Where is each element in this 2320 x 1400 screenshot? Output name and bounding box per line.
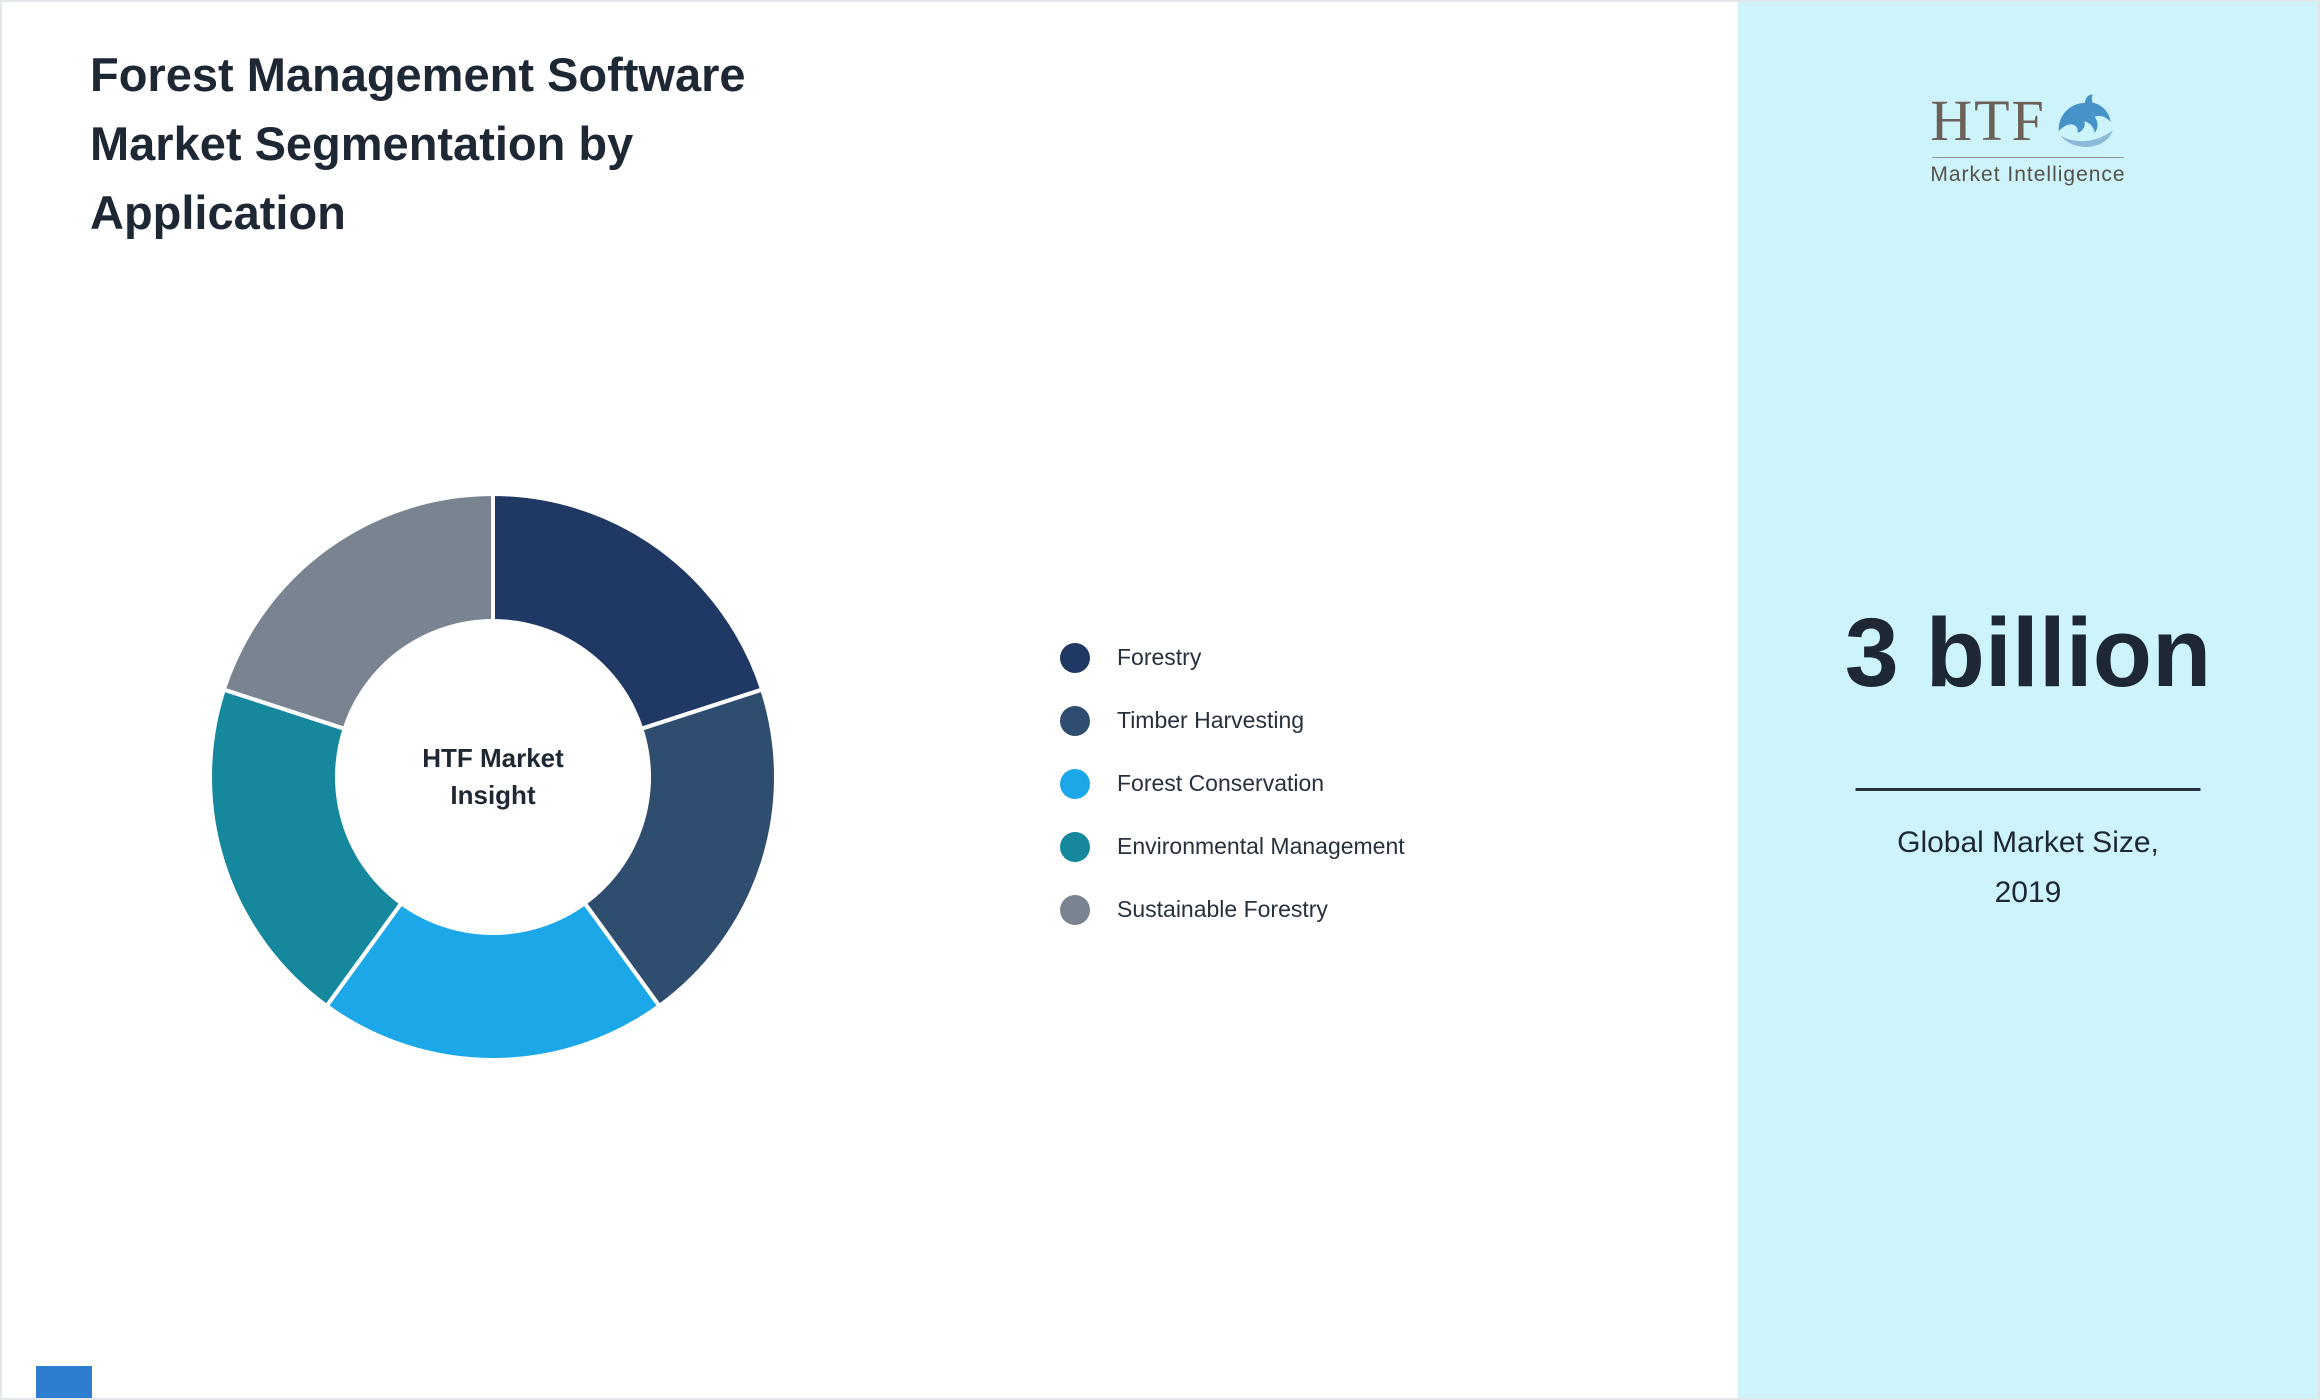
donut-chart: HTF Market Insight bbox=[203, 487, 783, 1067]
legend-label: Timber Harvesting bbox=[1117, 707, 1305, 733]
legend-swatch bbox=[1060, 894, 1090, 925]
legend-label: Sustainable Forestry bbox=[1117, 896, 1328, 922]
legend-item: Forestry bbox=[1060, 626, 1405, 689]
legend-label: Forestry bbox=[1117, 644, 1202, 670]
legend-item: Timber Harvesting bbox=[1060, 689, 1405, 752]
donut-segment-forestry bbox=[491, 492, 765, 731]
legend-label: Forest Conservation bbox=[1117, 770, 1325, 796]
brand-logo: HTF Market Intelligence bbox=[1738, 88, 2318, 187]
donut-chart-svg bbox=[208, 492, 778, 1062]
brand-logo-subtext: Market Intelligence bbox=[1930, 163, 2126, 186]
legend-swatch bbox=[1060, 768, 1090, 799]
market-size-caption-line-1: Global Market Size, bbox=[1897, 826, 2159, 859]
legend-item: Environmental Management bbox=[1060, 815, 1405, 878]
legend-label: Environmental Management bbox=[1117, 833, 1405, 859]
brand-logo-text: HTF bbox=[1930, 88, 2046, 153]
legend-item: Forest Conservation bbox=[1060, 752, 1405, 815]
brand-logo-row: HTF bbox=[1930, 88, 2126, 150]
page-title-line-2: Market Segmentation by bbox=[90, 117, 634, 170]
donut-segment-environmental-management bbox=[208, 687, 404, 1008]
donut-segment-timber-harvesting bbox=[582, 687, 778, 1008]
sidebar-panel: HTF Market Intelligence 3 billion Global… bbox=[1738, 2, 2318, 1398]
bottom-left-accent-bar bbox=[36, 1366, 92, 1398]
brand-logo-divider bbox=[1932, 157, 2124, 158]
market-size-value: 3 billion bbox=[1844, 598, 2212, 707]
page-title: Forest Management Software Market Segmen… bbox=[90, 40, 746, 247]
dolphin-splash-icon bbox=[2058, 94, 2113, 147]
donut-segment-forest-conservation bbox=[324, 901, 662, 1062]
donut-segment-sustainable-forestry bbox=[221, 492, 495, 731]
page-title-line-3: Application bbox=[90, 186, 346, 239]
market-size-caption: Global Market Size, 2019 bbox=[1738, 818, 2318, 918]
stat-divider bbox=[1855, 788, 2201, 791]
market-size-caption-line-2: 2019 bbox=[1994, 876, 2062, 909]
legend-item: Sustainable Forestry bbox=[1060, 878, 1405, 941]
page-title-line-1: Forest Management Software bbox=[90, 48, 746, 101]
legend-swatch bbox=[1060, 642, 1090, 673]
legend-swatch bbox=[1060, 705, 1090, 736]
legend-swatch bbox=[1060, 831, 1090, 862]
chart-legend: Forestry Timber Harvesting Forest Conserva… bbox=[1060, 626, 1405, 941]
